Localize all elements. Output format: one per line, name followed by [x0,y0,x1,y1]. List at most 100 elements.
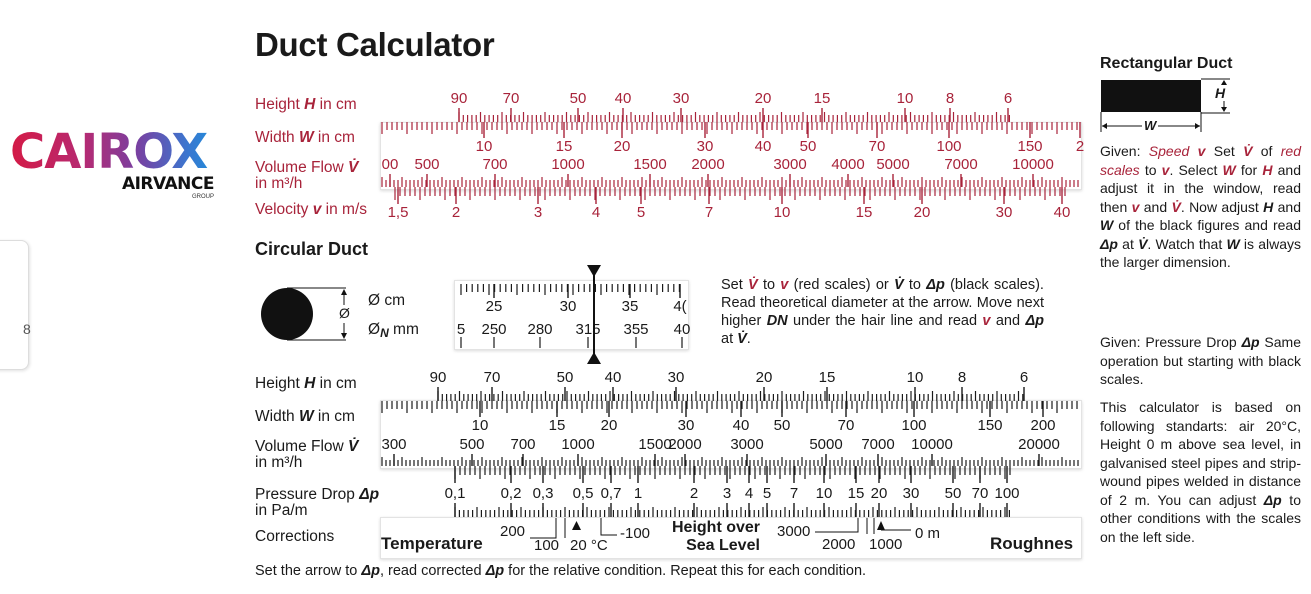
scale-number: 5000 [876,156,910,173]
scale-number: 7 [704,204,714,221]
scale-number: 15 [818,369,836,386]
scale-number: 700 [482,156,508,173]
scale-number: 30 [559,298,577,315]
scale-number: 70 [971,485,989,502]
logo-wordmark: CAIROX [10,128,220,176]
scale-number: 2 [451,204,461,221]
diagram-w-label: W [1144,118,1157,133]
scale-number: 35 [621,298,639,315]
scale-number: 700 [510,436,536,453]
diameter-cm-label: Ø cm [368,292,406,309]
temp-minus-100: -100 [620,525,651,542]
scale-number: 15 [555,138,573,155]
corrections-slider-window[interactable] [380,517,1082,559]
scale-number: 100 [901,417,927,434]
scale-number: 200 [1030,417,1056,434]
scale-number: 10 [773,204,791,221]
circular-slider-window[interactable] [454,280,689,350]
logo-group: GROUP [191,194,214,200]
footer-note: Set the arrow to Δp, read corrected Δp f… [255,563,867,579]
scale-number: 500 [414,156,440,173]
scale-number: 6 [1019,369,1029,386]
scale-number: 0,1 [444,485,466,502]
black-flow-label: Volume Flow V̇ [255,438,359,455]
scale-number: 150 [1017,138,1043,155]
scale-number: 20 [600,417,618,434]
speed-instructions: Given: Speed v Set V̇ of red scales to v… [1100,143,1301,270]
scale-number: 3000 [730,436,764,453]
scale-number: 2 [1075,138,1085,155]
rect-flow-label: Volume Flow V̇ [255,159,359,176]
temperature-label: Temperature [381,534,483,553]
hairline-cursor[interactable] [593,275,595,357]
scale-number: 20 [755,369,773,386]
scale-number: 40 [673,321,691,338]
pressure-drop-unit: in Pa/m [255,502,308,519]
scale-number: 20 [613,138,631,155]
temp-20c: 20 °C [570,537,608,554]
scale-number: 25 [485,298,503,315]
scale-number: 40 [754,138,772,155]
side-panel-tab[interactable]: 8 [0,240,31,370]
scale-number: 2 [689,485,699,502]
scale-number: 90 [429,369,447,386]
scale-number: 1,5 [387,204,409,221]
scale-number: 30 [672,90,690,107]
black-height-label: Height H in cm [255,375,357,392]
diagram-h-label: H [1215,85,1226,101]
scale-number: 70 [483,369,501,386]
scale-number: 0,7 [600,485,622,502]
black-width-label: Width W in cm [255,408,355,425]
pressure-drop-label: Pressure Drop Δp [255,486,380,503]
scale-number: 4( [673,298,687,315]
scale-number: 355 [623,321,649,338]
scale-number: 70 [837,417,855,434]
scale-number: 15 [548,417,566,434]
scale-number: 10 [815,485,833,502]
circular-duct-header: Circular Duct [255,239,369,259]
scale-number: 6 [1003,90,1013,107]
scale-number: 150 [977,417,1003,434]
scale-number: 4000 [831,156,865,173]
height-2000: 2000 [822,536,856,553]
height-sea-level-label: Height over Sea Level [672,519,760,555]
scale-number: 500 [459,436,485,453]
sea-level-text: Sea Level [686,537,760,554]
scale-number: 20 [870,485,888,502]
scale-number: 3000 [773,156,807,173]
scale-number: 0,2 [500,485,522,502]
scale-number: 1500 [633,156,667,173]
scale-number: 1000 [551,156,585,173]
scale-number: 40 [614,90,632,107]
scale-number: 50 [944,485,962,502]
roughness-label: Roughnes [990,534,1074,553]
rect-velocity-label: Velocity v in m/s [255,201,368,218]
scale-number: 2000 [691,156,725,173]
scale-number: 0,3 [532,485,554,502]
side-tab-glyph: 8 [23,321,31,337]
scale-number: 10 [471,417,489,434]
scale-number: 5 [636,204,646,221]
scale-number: 30 [667,369,685,386]
scale-number: 1500 [638,436,672,453]
rect-flow-unit: in m³/h [255,175,303,192]
scale-number: 20000 [1018,436,1060,453]
rect-slider-window[interactable] [380,122,1082,190]
height-1000: 1000 [869,536,903,553]
circular-instructions: Set V̇ to v (red scales) or V̇ to Δp (bl… [721,277,1045,347]
scale-number: 50 [773,417,791,434]
scale-number: 300 [381,436,407,453]
scale-number: 00 [381,156,399,173]
hairline-top-arrow-icon [587,265,601,277]
scale-number: 15 [813,90,831,107]
scale-number: 20 [754,90,772,107]
diameter-symbol: Ø [339,305,350,321]
scale-number: 70 [502,90,520,107]
scale-number: 30 [902,485,920,502]
scale-number: 10 [906,369,924,386]
scale-number: 30 [696,138,714,155]
scale-number: 20 [913,204,931,221]
diameter-dn-label: ØN mm [368,321,419,340]
